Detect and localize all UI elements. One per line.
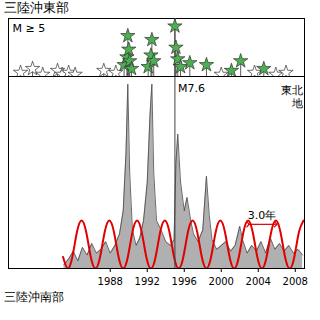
html-text:三陸沖南部: 三陸沖南部 bbox=[4, 290, 64, 304]
svg-text:2008: 2008 bbox=[283, 276, 308, 287]
svg-text:東北地: 東北地 bbox=[281, 84, 303, 110]
svg-text:M ≥ 5: M ≥ 5 bbox=[13, 22, 46, 35]
svg-text:M7.6: M7.6 bbox=[178, 82, 205, 95]
svg-text:1992: 1992 bbox=[135, 276, 160, 287]
html-text:三陸沖東部: 三陸沖東部 bbox=[4, 0, 69, 15]
svg-text:2004: 2004 bbox=[246, 276, 271, 287]
svg-text:2000: 2000 bbox=[209, 276, 234, 287]
svg-text:1988: 1988 bbox=[98, 276, 123, 287]
svg-text:1996: 1996 bbox=[172, 276, 197, 287]
svg-text:3.0年: 3.0年 bbox=[248, 209, 277, 222]
